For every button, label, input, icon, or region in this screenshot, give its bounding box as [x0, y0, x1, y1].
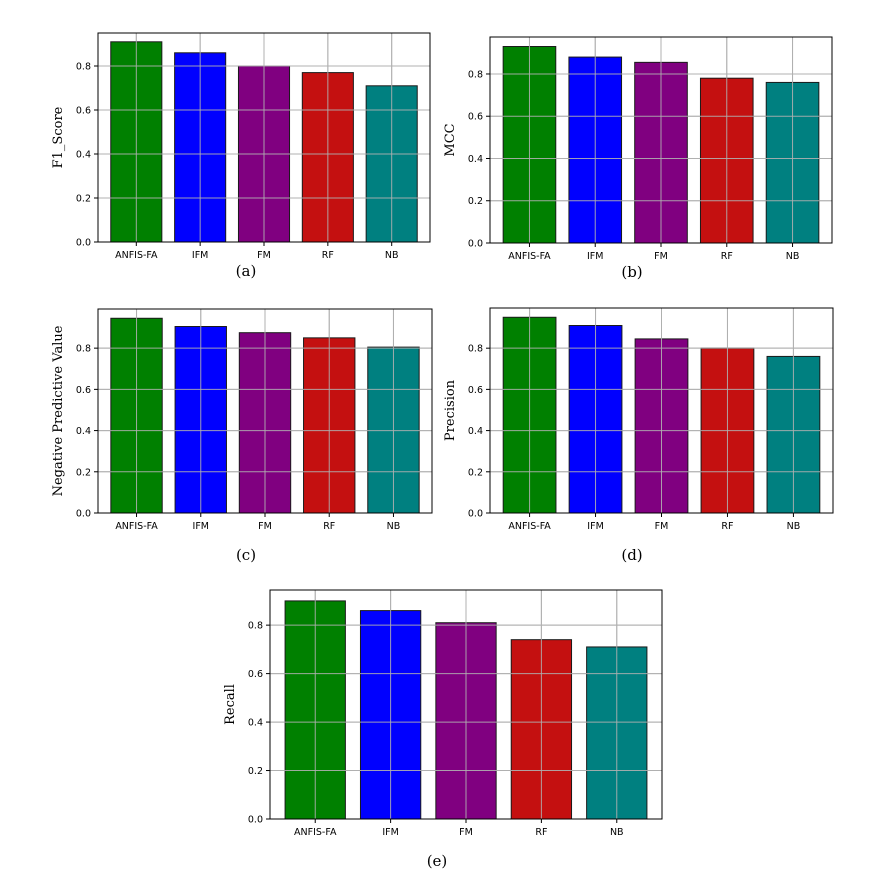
x-tick-label: NB — [610, 827, 624, 838]
x-tick-label: FM — [258, 521, 272, 532]
y-tick-label: 0.2 — [248, 766, 263, 777]
panel-caption: (c) — [236, 546, 256, 564]
x-tick-label: ANFIS-FA — [508, 251, 551, 262]
y-axis-label: Precision — [443, 379, 458, 441]
x-tick-label: RF — [721, 251, 733, 262]
y-tick-label: 0.8 — [76, 344, 91, 355]
x-tick-label: ANFIS-FA — [115, 250, 158, 261]
x-tick-label: ANFIS-FA — [115, 521, 158, 532]
x-tick-label: ANFIS-FA — [508, 521, 551, 532]
chart-panel-d: 0.0 0.2 0.4 0.6 0.8 ANFIS-FA IFM FM RF NB Precisio… — [443, 307, 834, 564]
y-tick-label: 0.4 — [76, 426, 91, 437]
x-tick-label: NB — [787, 521, 801, 532]
y-axis-label: MCC — [443, 123, 458, 156]
chart-panel-a: 0.0 0.2 0.4 0.6 0.8 ANFIS-FA IFM FM RF NB F1_Score… — [51, 32, 431, 280]
chart-panel-e: 0.0 0.2 0.4 0.6 0.8 ANFIS-FA IFM FM RF NB Recall (e… — [223, 589, 663, 870]
y-tick-label: 0.0 — [76, 509, 91, 520]
x-tick-label: RF — [322, 250, 334, 261]
y-tick-label: 0.6 — [468, 112, 483, 123]
x-tick-label: NB — [385, 250, 399, 261]
x-tick-label: FM — [655, 521, 669, 532]
x-tick-label: RF — [721, 521, 733, 532]
x-tick-label: RF — [323, 521, 335, 532]
x-tick-label: IFM — [587, 251, 603, 262]
x-tick-label: ANFIS-FA — [294, 827, 337, 838]
y-tick-label: 0.8 — [468, 344, 483, 355]
y-tick-label: 0.8 — [248, 621, 263, 632]
y-tick-label: 0.2 — [468, 467, 483, 478]
y-tick-label: 0.2 — [76, 194, 91, 205]
x-tick-label: FM — [257, 250, 271, 261]
y-axis-label: Negative Predictive Value — [51, 325, 66, 496]
y-tick-label: 0.4 — [76, 150, 91, 161]
y-tick-label: 0.6 — [76, 106, 91, 117]
y-tick-label: 0.0 — [468, 509, 483, 520]
y-tick-label: 0.2 — [76, 467, 91, 478]
x-tick-label: IFM — [192, 250, 208, 261]
x-tick-label: IFM — [193, 521, 209, 532]
panel-caption: (b) — [621, 263, 642, 281]
y-tick-label: 0.4 — [468, 426, 483, 437]
y-tick-label: 0.6 — [468, 385, 483, 396]
x-tick-label: IFM — [587, 521, 603, 532]
chart-panel-c: 0.0 0.2 0.4 0.6 0.8 ANFIS-FA IFM FM RF NB Negative… — [51, 308, 433, 564]
chart-panel-b: 0.0 0.2 0.4 0.6 0.8 ANFIS-FA IFM FM RF NB MCC (b) — [443, 36, 833, 281]
y-tick-label: 0.8 — [76, 62, 91, 73]
x-tick-label: NB — [387, 521, 401, 532]
x-tick-label: FM — [654, 251, 668, 262]
y-tick-label: 0.6 — [76, 385, 91, 396]
y-axis-label: F1_Score — [51, 106, 66, 168]
x-tick-label: FM — [459, 827, 473, 838]
panel-caption: (d) — [621, 546, 642, 564]
x-tick-label: IFM — [382, 827, 398, 838]
y-tick-label: 0.4 — [248, 718, 263, 729]
panel-caption: (a) — [236, 262, 257, 280]
panel-caption: (e) — [427, 852, 448, 870]
y-axis-label: Recall — [223, 684, 238, 725]
y-tick-label: 0.6 — [248, 669, 263, 680]
x-tick-label: RF — [535, 827, 547, 838]
y-tick-label: 0.2 — [468, 196, 483, 207]
y-tick-label: 0.0 — [248, 815, 263, 826]
y-tick-label: 0.8 — [468, 69, 483, 80]
x-tick-label: NB — [786, 251, 800, 262]
y-tick-label: 0.0 — [468, 239, 483, 250]
y-tick-label: 0.4 — [468, 154, 483, 165]
y-tick-label: 0.0 — [76, 238, 91, 249]
